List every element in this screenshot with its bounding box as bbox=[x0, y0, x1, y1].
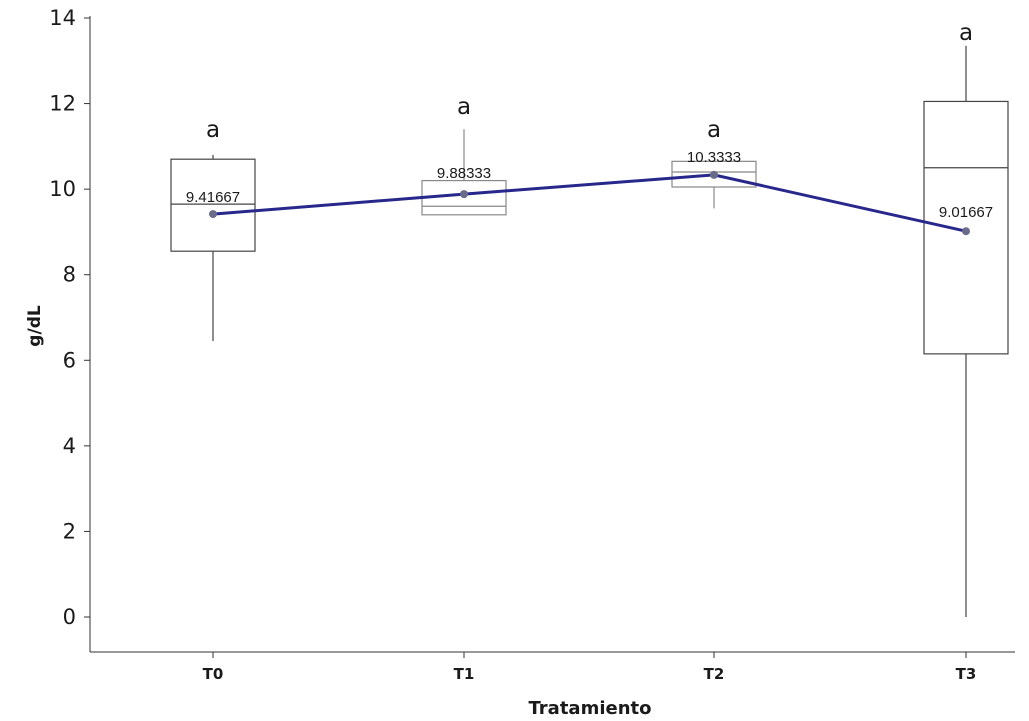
y-tick-label: 4 bbox=[63, 434, 76, 458]
labels-layer: 9.41667 a 9.88333 a 10.3333 a 9.01667 a bbox=[186, 20, 993, 221]
y-tick-label: 12 bbox=[49, 92, 76, 116]
mean-point bbox=[209, 210, 217, 219]
y-tick-label: 14 bbox=[49, 6, 76, 30]
mean-line-layer bbox=[209, 170, 970, 236]
y-tick-label: 0 bbox=[63, 605, 76, 629]
mean-point bbox=[710, 170, 718, 179]
box-t0 bbox=[170, 154, 256, 342]
group-letter: a bbox=[707, 117, 721, 143]
y-tick-label: 10 bbox=[49, 177, 76, 201]
mean-point bbox=[460, 190, 468, 199]
y-tick-label: 2 bbox=[63, 519, 76, 543]
group-letter: a bbox=[457, 94, 471, 120]
mean-value-label: 9.88333 bbox=[437, 165, 491, 182]
group-letter: a bbox=[959, 20, 973, 46]
mean-point bbox=[962, 227, 970, 236]
mean-value-label: 10.3333 bbox=[687, 149, 741, 166]
x-tick-label: T0 bbox=[203, 665, 224, 683]
x-axis-title: Tratamiento bbox=[529, 698, 652, 719]
x-tick-label: T1 bbox=[454, 665, 475, 683]
x-tick-label: T2 bbox=[704, 665, 725, 683]
x-tick-label: T3 bbox=[956, 665, 977, 683]
mean-connect-line bbox=[212, 173, 967, 233]
axes: 0 2 4 6 8 10 12 14 T0 T1 T2 T3 bbox=[49, 6, 1015, 683]
box-iqr bbox=[170, 158, 256, 252]
box-t2 bbox=[671, 160, 757, 209]
y-axis-title: g/dL bbox=[25, 305, 45, 347]
y-tick-label: 8 bbox=[63, 263, 76, 287]
boxes-layer bbox=[170, 45, 1009, 617]
box-t3 bbox=[923, 45, 1009, 617]
mean-value-label: 9.41667 bbox=[186, 189, 240, 206]
y-tick-label: 6 bbox=[63, 348, 76, 372]
group-letter: a bbox=[206, 117, 220, 143]
mean-value-label: 9.01667 bbox=[939, 204, 993, 221]
